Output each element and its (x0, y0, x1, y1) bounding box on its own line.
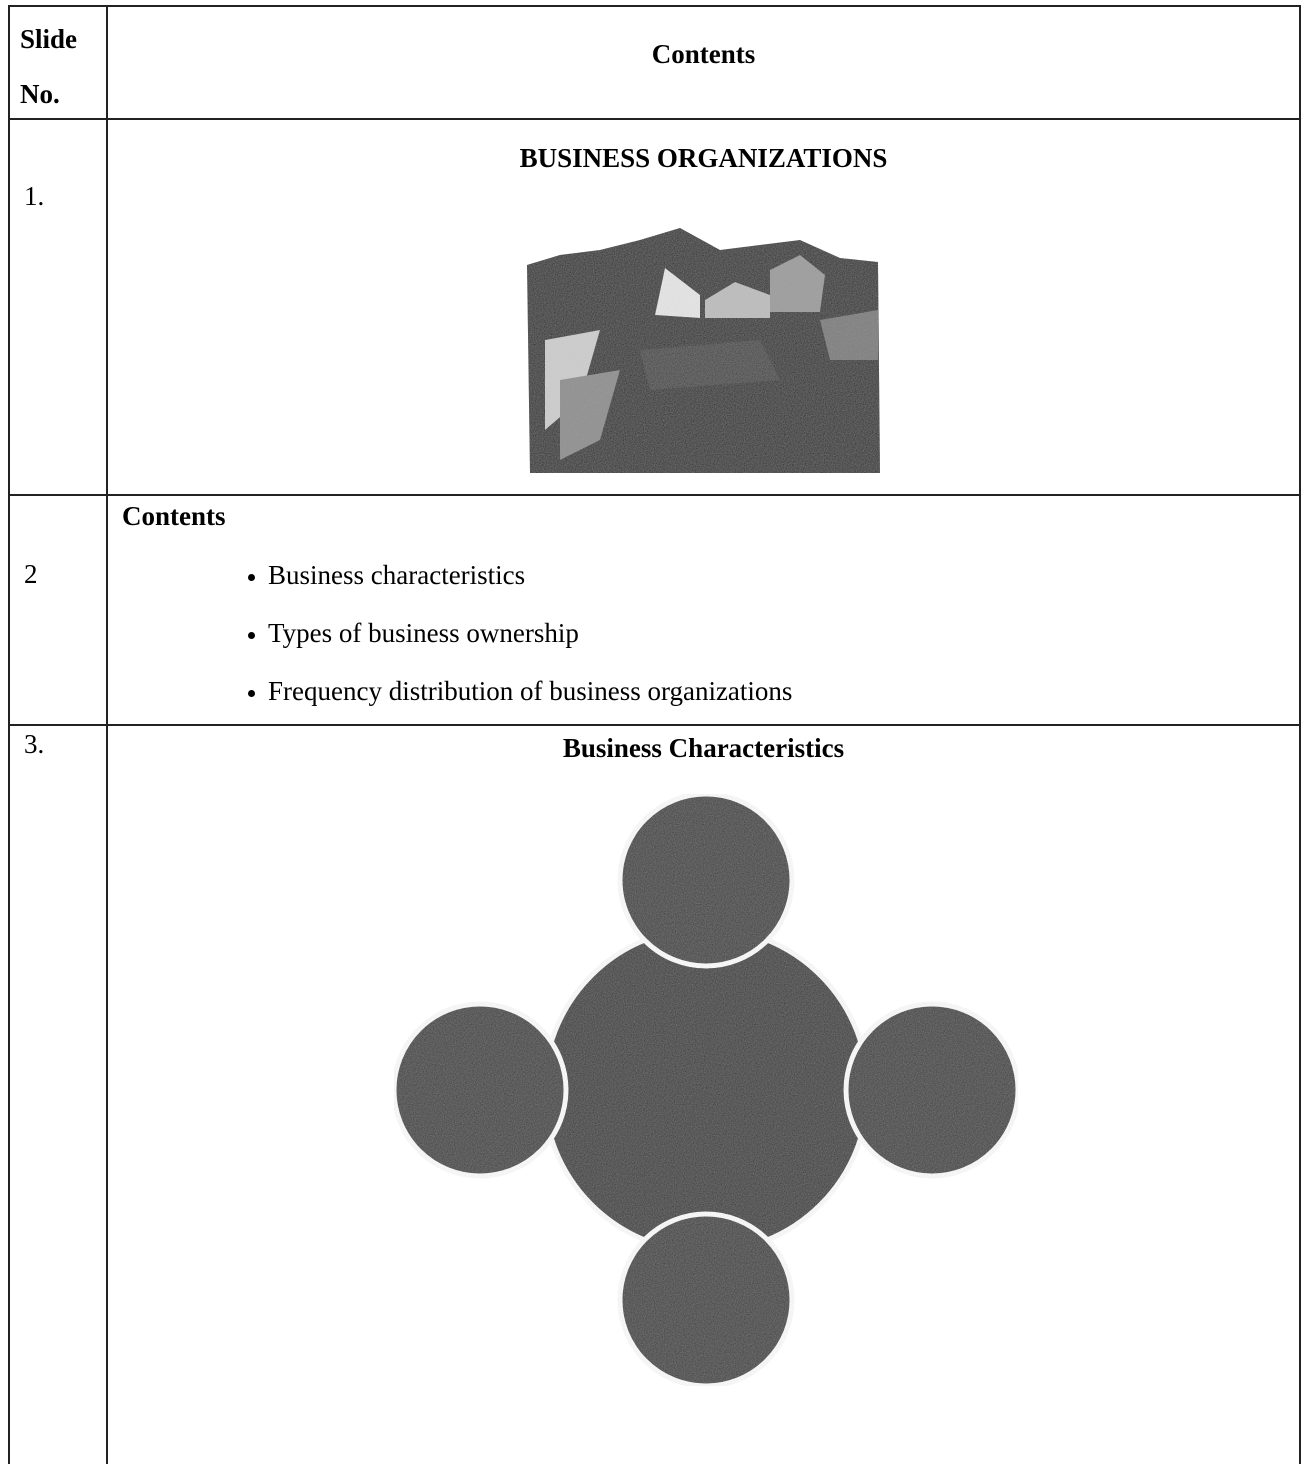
header-slide-no: Slide No. (20, 24, 78, 109)
column-divider (106, 5, 108, 1464)
slide-title: Contents (122, 501, 226, 531)
landscape-image (527, 228, 880, 473)
slide-number: 3. (24, 729, 45, 759)
table-border (1299, 5, 1301, 1464)
table-border (8, 5, 1301, 7)
slide-number: 1. (24, 181, 45, 211)
row-divider (8, 118, 1301, 120)
slide-number: 2 (24, 559, 38, 589)
center-circle (541, 925, 871, 1255)
circle-diagram (391, 791, 1021, 1389)
satellite-circle (391, 1001, 569, 1179)
bullet-item: Frequency distribution of business organ… (268, 671, 792, 729)
slide-title: BUSINESS ORGANIZATIONS (519, 143, 888, 173)
satellite-circle (617, 791, 795, 969)
slide-title: Business Characteristics (562, 733, 845, 763)
table-border (8, 5, 10, 1464)
bullet-item: Business characteristics (268, 555, 792, 613)
satellite-circle (843, 1001, 1021, 1179)
row-divider (8, 494, 1301, 496)
bullet-item: Types of business ownership (268, 613, 792, 671)
row-divider (8, 724, 1301, 726)
header-contents: Contents (651, 39, 756, 69)
bullet-list: Business characteristics Types of busine… (268, 555, 792, 729)
satellite-circle (617, 1211, 795, 1389)
